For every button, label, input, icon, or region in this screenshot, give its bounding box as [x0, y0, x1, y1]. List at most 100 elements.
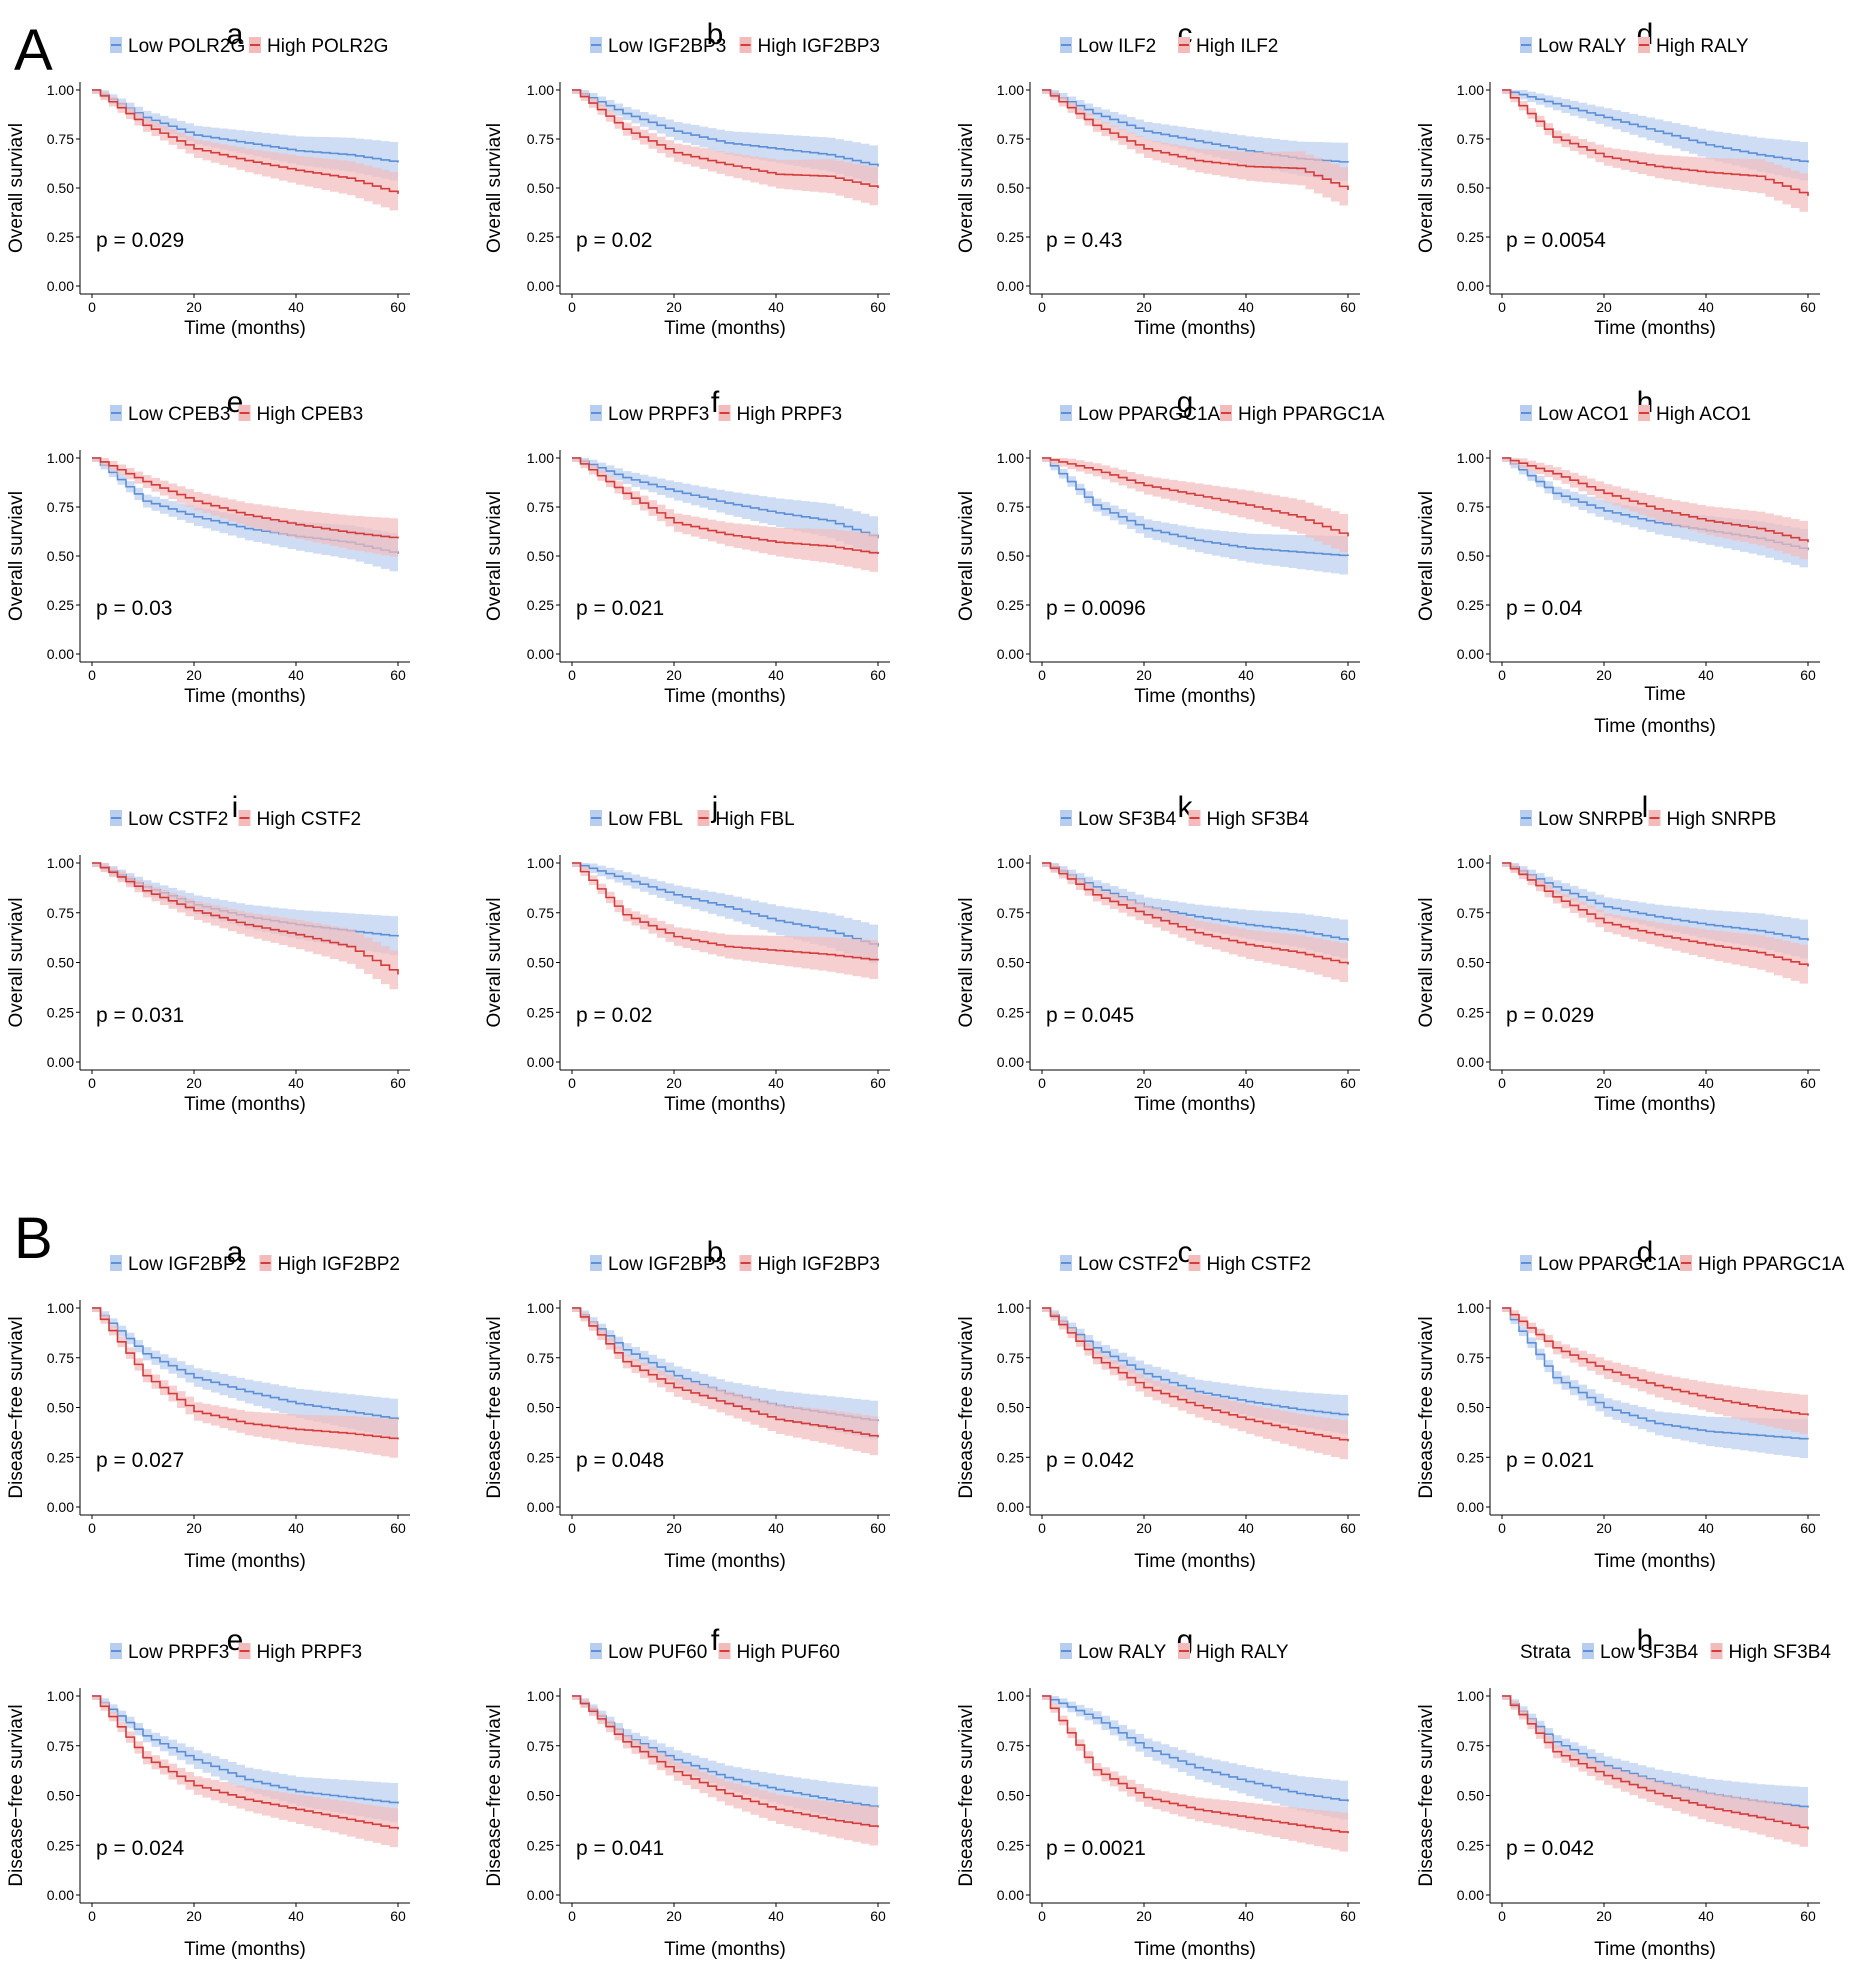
- confidence-band-high: [1042, 90, 1348, 210]
- y-tick-label: 1.00: [997, 1688, 1024, 1704]
- y-tick-label: 0.50: [997, 955, 1024, 971]
- x-tick-label: 20: [666, 1075, 682, 1091]
- y-tick-label: 0.25: [527, 1004, 554, 1020]
- y-tick-label: 0.25: [997, 1004, 1024, 1020]
- x-tick-label: 60: [870, 299, 886, 315]
- survival-curve-high: [572, 1307, 879, 1438]
- subplot-letter: i: [232, 791, 239, 824]
- y-axis-title: Overall surviavl: [484, 491, 505, 621]
- confidence-band-high: [92, 458, 398, 558]
- y-tick-label: 0.50: [527, 548, 554, 564]
- subplot-letter: a: [227, 18, 244, 51]
- y-tick-label: 0.00: [997, 646, 1024, 662]
- x-tick-label: 60: [1800, 1075, 1816, 1091]
- x-axis-title: Time (months): [664, 1939, 786, 1960]
- x-tick-label: 60: [870, 1908, 886, 1924]
- y-tick-label: 0.50: [1457, 1788, 1484, 1804]
- x-axis-title: Time (months): [184, 1551, 306, 1572]
- subplot-letter: j: [711, 791, 719, 824]
- x-tick-label: 0: [1498, 1075, 1506, 1091]
- survival-curve-high: [92, 862, 399, 975]
- x-tick-label: 20: [666, 667, 682, 683]
- confidence-band-high: [572, 1308, 878, 1458]
- x-tick-label: 60: [1340, 1520, 1356, 1536]
- subplot-letter: h: [1637, 1624, 1654, 1657]
- confidence-band-low: [1042, 458, 1348, 576]
- y-tick-label: 1.00: [47, 82, 74, 98]
- legend-label: High PRPF3: [257, 1642, 363, 1663]
- x-tick-label: 20: [186, 1520, 202, 1536]
- survival-curve-high: [1042, 1307, 1349, 1442]
- confidence-band-high: [572, 863, 878, 981]
- y-tick-label: 0.00: [1457, 646, 1484, 662]
- y-axis-title: Overall surviavl: [6, 123, 27, 253]
- y-axis-title: Disease−free surviavl: [956, 1704, 977, 1886]
- y-tick-label: 0.50: [47, 180, 74, 196]
- y-tick-label: 0.00: [527, 646, 554, 662]
- y-tick-label: 0.00: [527, 1054, 554, 1070]
- y-tick-label: 0.25: [997, 1837, 1024, 1853]
- x-axis-title: Time (months): [184, 1094, 306, 1115]
- y-tick-label: 1.00: [47, 1300, 74, 1316]
- x-axis-title: Time (months): [664, 686, 786, 707]
- y-tick-label: 0.25: [47, 1449, 74, 1465]
- x-tick-label: 40: [288, 299, 304, 315]
- legend-label: Low CSTF2: [1078, 1254, 1178, 1275]
- x-tick-label: 60: [1340, 1908, 1356, 1924]
- x-tick-label: 40: [768, 1075, 784, 1091]
- y-tick-label: 0.50: [47, 1788, 74, 1804]
- x-tick-label: 60: [1800, 1520, 1816, 1536]
- y-tick-label: 0.00: [1457, 278, 1484, 294]
- y-tick-label: 1.00: [527, 1688, 554, 1704]
- legend-label: Low IGF2BP3: [608, 1254, 726, 1275]
- legend-label: High IGF2BP3: [758, 1254, 881, 1275]
- y-tick-label: 0.75: [997, 499, 1024, 515]
- legend-label: High ILF2: [1196, 36, 1278, 57]
- x-tick-label: 60: [390, 1908, 406, 1924]
- y-tick-label: 1.00: [47, 855, 74, 871]
- p-value-label: p = 0.029: [96, 229, 184, 252]
- y-tick-label: 0.25: [1457, 1837, 1484, 1853]
- x-tick-label: 0: [568, 299, 576, 315]
- y-axis-title: Disease−free surviavl: [6, 1316, 27, 1498]
- y-tick-label: 0.00: [997, 278, 1024, 294]
- y-tick-label: 0.50: [527, 180, 554, 196]
- x-tick-label: 40: [1698, 1908, 1714, 1924]
- x-tick-label: 20: [1136, 1908, 1152, 1924]
- y-tick-label: 0.50: [527, 1788, 554, 1804]
- x-tick-label: 40: [1698, 1075, 1714, 1091]
- survival-curve-high: [92, 1307, 399, 1440]
- p-value-label: p = 0.021: [1506, 1449, 1594, 1472]
- confidence-band-high: [572, 1696, 878, 1848]
- x-tick-label: 40: [1238, 299, 1254, 315]
- p-value-label: p = 0.04: [1506, 597, 1583, 620]
- x-tick-label: 40: [288, 1075, 304, 1091]
- survival-curve-low: [92, 1695, 399, 1804]
- y-tick-label: 0.75: [997, 905, 1024, 921]
- confidence-band-high: [92, 1696, 398, 1850]
- x-axis-title: Time (months): [664, 1551, 786, 1572]
- y-tick-label: 1.00: [527, 1300, 554, 1316]
- y-tick-label: 0.50: [997, 1788, 1024, 1804]
- x-tick-label: 60: [870, 1075, 886, 1091]
- legend-label: High CSTF2: [257, 809, 362, 830]
- y-tick-label: 0.00: [47, 1887, 74, 1903]
- y-tick-label: 0.25: [527, 597, 554, 613]
- x-axis-title: Time (months): [1594, 716, 1716, 737]
- subplot-letter: f: [711, 1624, 720, 1657]
- x-tick-label: 0: [1498, 1520, 1506, 1536]
- legend-label: High PPARGC1A: [1238, 404, 1385, 425]
- y-tick-label: 0.75: [527, 1350, 554, 1366]
- km-plot-B-h: h Strata Low SF3B4 High SF3B4 0.00 0.25 0.50 0.…: [1416, 1624, 1831, 1960]
- legend-label: Low SF3B4: [1078, 809, 1177, 830]
- y-tick-label: 1.00: [1457, 82, 1484, 98]
- legend-label: High POLR2G: [267, 36, 388, 57]
- survival-curve-high: [1042, 862, 1349, 965]
- x-tick-label: 0: [1498, 299, 1506, 315]
- y-tick-label: 1.00: [997, 82, 1024, 98]
- y-tick-label: 0.50: [997, 548, 1024, 564]
- p-value-label: p = 0.021: [576, 597, 664, 620]
- y-axis-title: Disease−free surviavl: [484, 1316, 505, 1498]
- legend-label: Low CPEB3: [128, 404, 230, 425]
